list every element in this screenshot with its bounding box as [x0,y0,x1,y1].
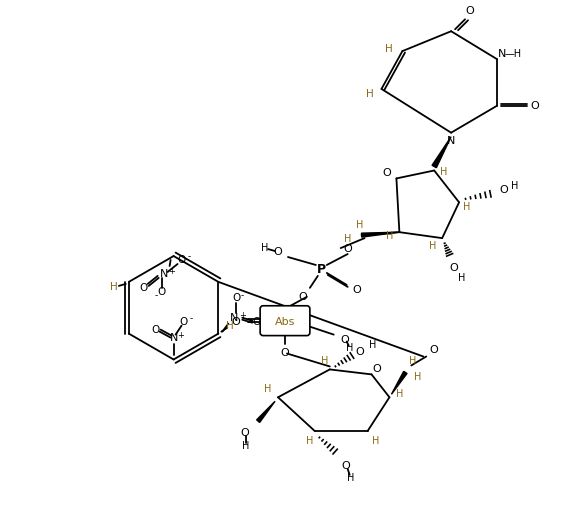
Text: O: O [241,428,250,438]
Text: H: H [356,220,363,230]
Text: —H: —H [504,49,521,59]
Text: H: H [372,436,379,446]
Text: -: - [154,291,158,300]
Polygon shape [256,401,275,423]
Text: Abs: Abs [275,317,295,327]
Text: H: H [347,473,355,483]
Text: -: - [240,291,244,300]
Text: H: H [227,321,234,331]
Text: H: H [262,243,269,253]
Text: O: O [299,292,307,302]
FancyBboxPatch shape [260,306,310,336]
Text: N: N [230,313,239,323]
Text: H: H [463,202,471,212]
Text: O: O [231,317,240,327]
Text: O: O [355,347,364,357]
Text: O: O [252,317,260,327]
Text: N: N [447,135,455,145]
Text: +: + [239,311,246,320]
Text: H: H [459,273,466,283]
Text: N: N [498,49,506,59]
Text: H: H [365,89,373,99]
Text: H: H [110,282,118,292]
Text: N: N [170,333,178,343]
Text: H: H [321,357,328,367]
Text: O: O [500,185,508,196]
Text: O: O [465,6,475,16]
Text: H: H [413,372,421,382]
Text: -: - [188,253,191,262]
Text: H: H [386,231,393,241]
Text: O: O [372,365,381,374]
Text: H: H [385,44,392,54]
Text: O: O [430,345,439,355]
Polygon shape [432,137,451,168]
Polygon shape [392,371,407,394]
Text: O: O [179,317,188,327]
Text: O: O [178,255,186,265]
Text: H: H [346,343,353,353]
Text: N: N [159,269,168,279]
Text: H: H [428,241,436,251]
Text: O: O [530,101,539,111]
Text: O: O [151,325,160,335]
Text: H: H [242,441,249,451]
Text: H: H [409,357,416,367]
Text: O: O [382,168,391,178]
Text: P: P [317,264,327,277]
Text: O: O [343,244,352,254]
Text: H: H [344,234,351,244]
Text: H: H [306,436,313,446]
Text: H: H [264,384,272,394]
Text: O: O [280,347,289,358]
Text: +: + [168,267,175,277]
Polygon shape [361,232,399,237]
Text: H: H [511,181,518,191]
Text: H: H [369,339,376,349]
Text: O: O [352,285,361,295]
Text: O: O [232,293,240,303]
Text: +: + [177,331,184,340]
Text: H: H [440,167,448,177]
Text: H: H [396,389,403,399]
Text: O: O [274,247,283,257]
Text: O: O [341,461,350,471]
Text: O: O [158,287,166,297]
Text: -: - [190,314,193,323]
Text: O: O [140,283,148,293]
Text: O: O [450,263,459,273]
Text: O: O [340,335,349,345]
